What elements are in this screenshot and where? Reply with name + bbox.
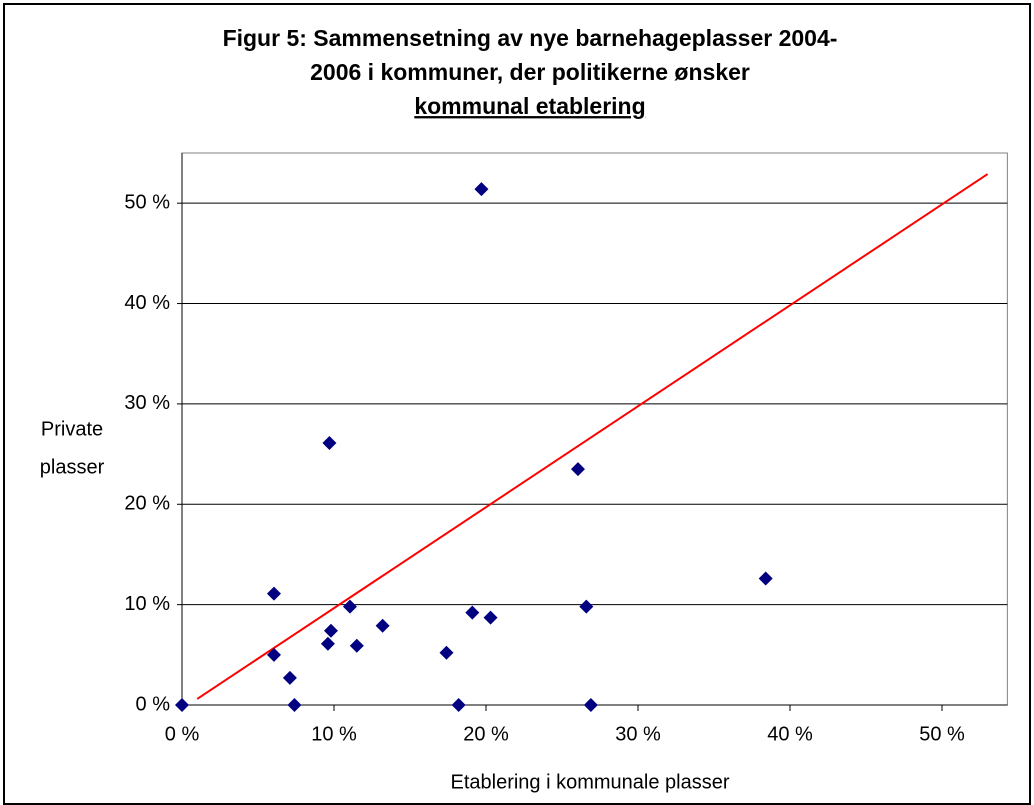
y-tick-label: 0 % bbox=[136, 693, 171, 715]
y-tick-label: 30 % bbox=[124, 392, 170, 414]
y-axis-label: plasser bbox=[40, 456, 105, 478]
point bbox=[375, 618, 390, 633]
point bbox=[266, 586, 281, 601]
point bbox=[320, 636, 335, 651]
point bbox=[758, 571, 773, 586]
chart-title: Figur 5: Sammensetning av nye barnehagep… bbox=[223, 25, 838, 51]
y-axis-label: Private bbox=[41, 418, 103, 440]
point bbox=[266, 647, 281, 662]
point bbox=[287, 698, 302, 712]
x-axis-label: Etablering i kommunale plasser bbox=[450, 771, 729, 793]
y-tick-label: 20 % bbox=[124, 493, 170, 515]
x-tick-label: 20 % bbox=[463, 723, 509, 745]
point bbox=[439, 645, 454, 660]
plot-area bbox=[181, 152, 1008, 706]
chart-title: 2006 i kommuner, der politikerne ønsker bbox=[310, 59, 750, 85]
reference-line bbox=[196, 173, 989, 700]
y-tick-label: 40 % bbox=[124, 292, 170, 314]
point bbox=[579, 599, 594, 614]
point bbox=[349, 638, 364, 653]
point bbox=[323, 623, 338, 638]
point bbox=[451, 698, 466, 712]
point bbox=[465, 605, 480, 620]
x-tick-label: 30 % bbox=[615, 723, 661, 745]
x-tick-label: 0 % bbox=[165, 723, 200, 745]
x-tick-label: 50 % bbox=[919, 723, 965, 745]
point bbox=[474, 182, 489, 197]
y-tick-label: 50 % bbox=[124, 191, 170, 213]
point bbox=[175, 698, 189, 712]
point bbox=[583, 698, 598, 712]
point bbox=[483, 610, 498, 625]
y-tick-label: 10 % bbox=[124, 593, 170, 615]
point bbox=[282, 670, 297, 685]
x-tick-label: 40 % bbox=[767, 723, 813, 745]
chart-title: kommunal etablering bbox=[414, 93, 645, 119]
point bbox=[342, 599, 357, 614]
point bbox=[570, 462, 585, 477]
point bbox=[322, 436, 337, 451]
x-tick-label: 10 % bbox=[311, 723, 357, 745]
